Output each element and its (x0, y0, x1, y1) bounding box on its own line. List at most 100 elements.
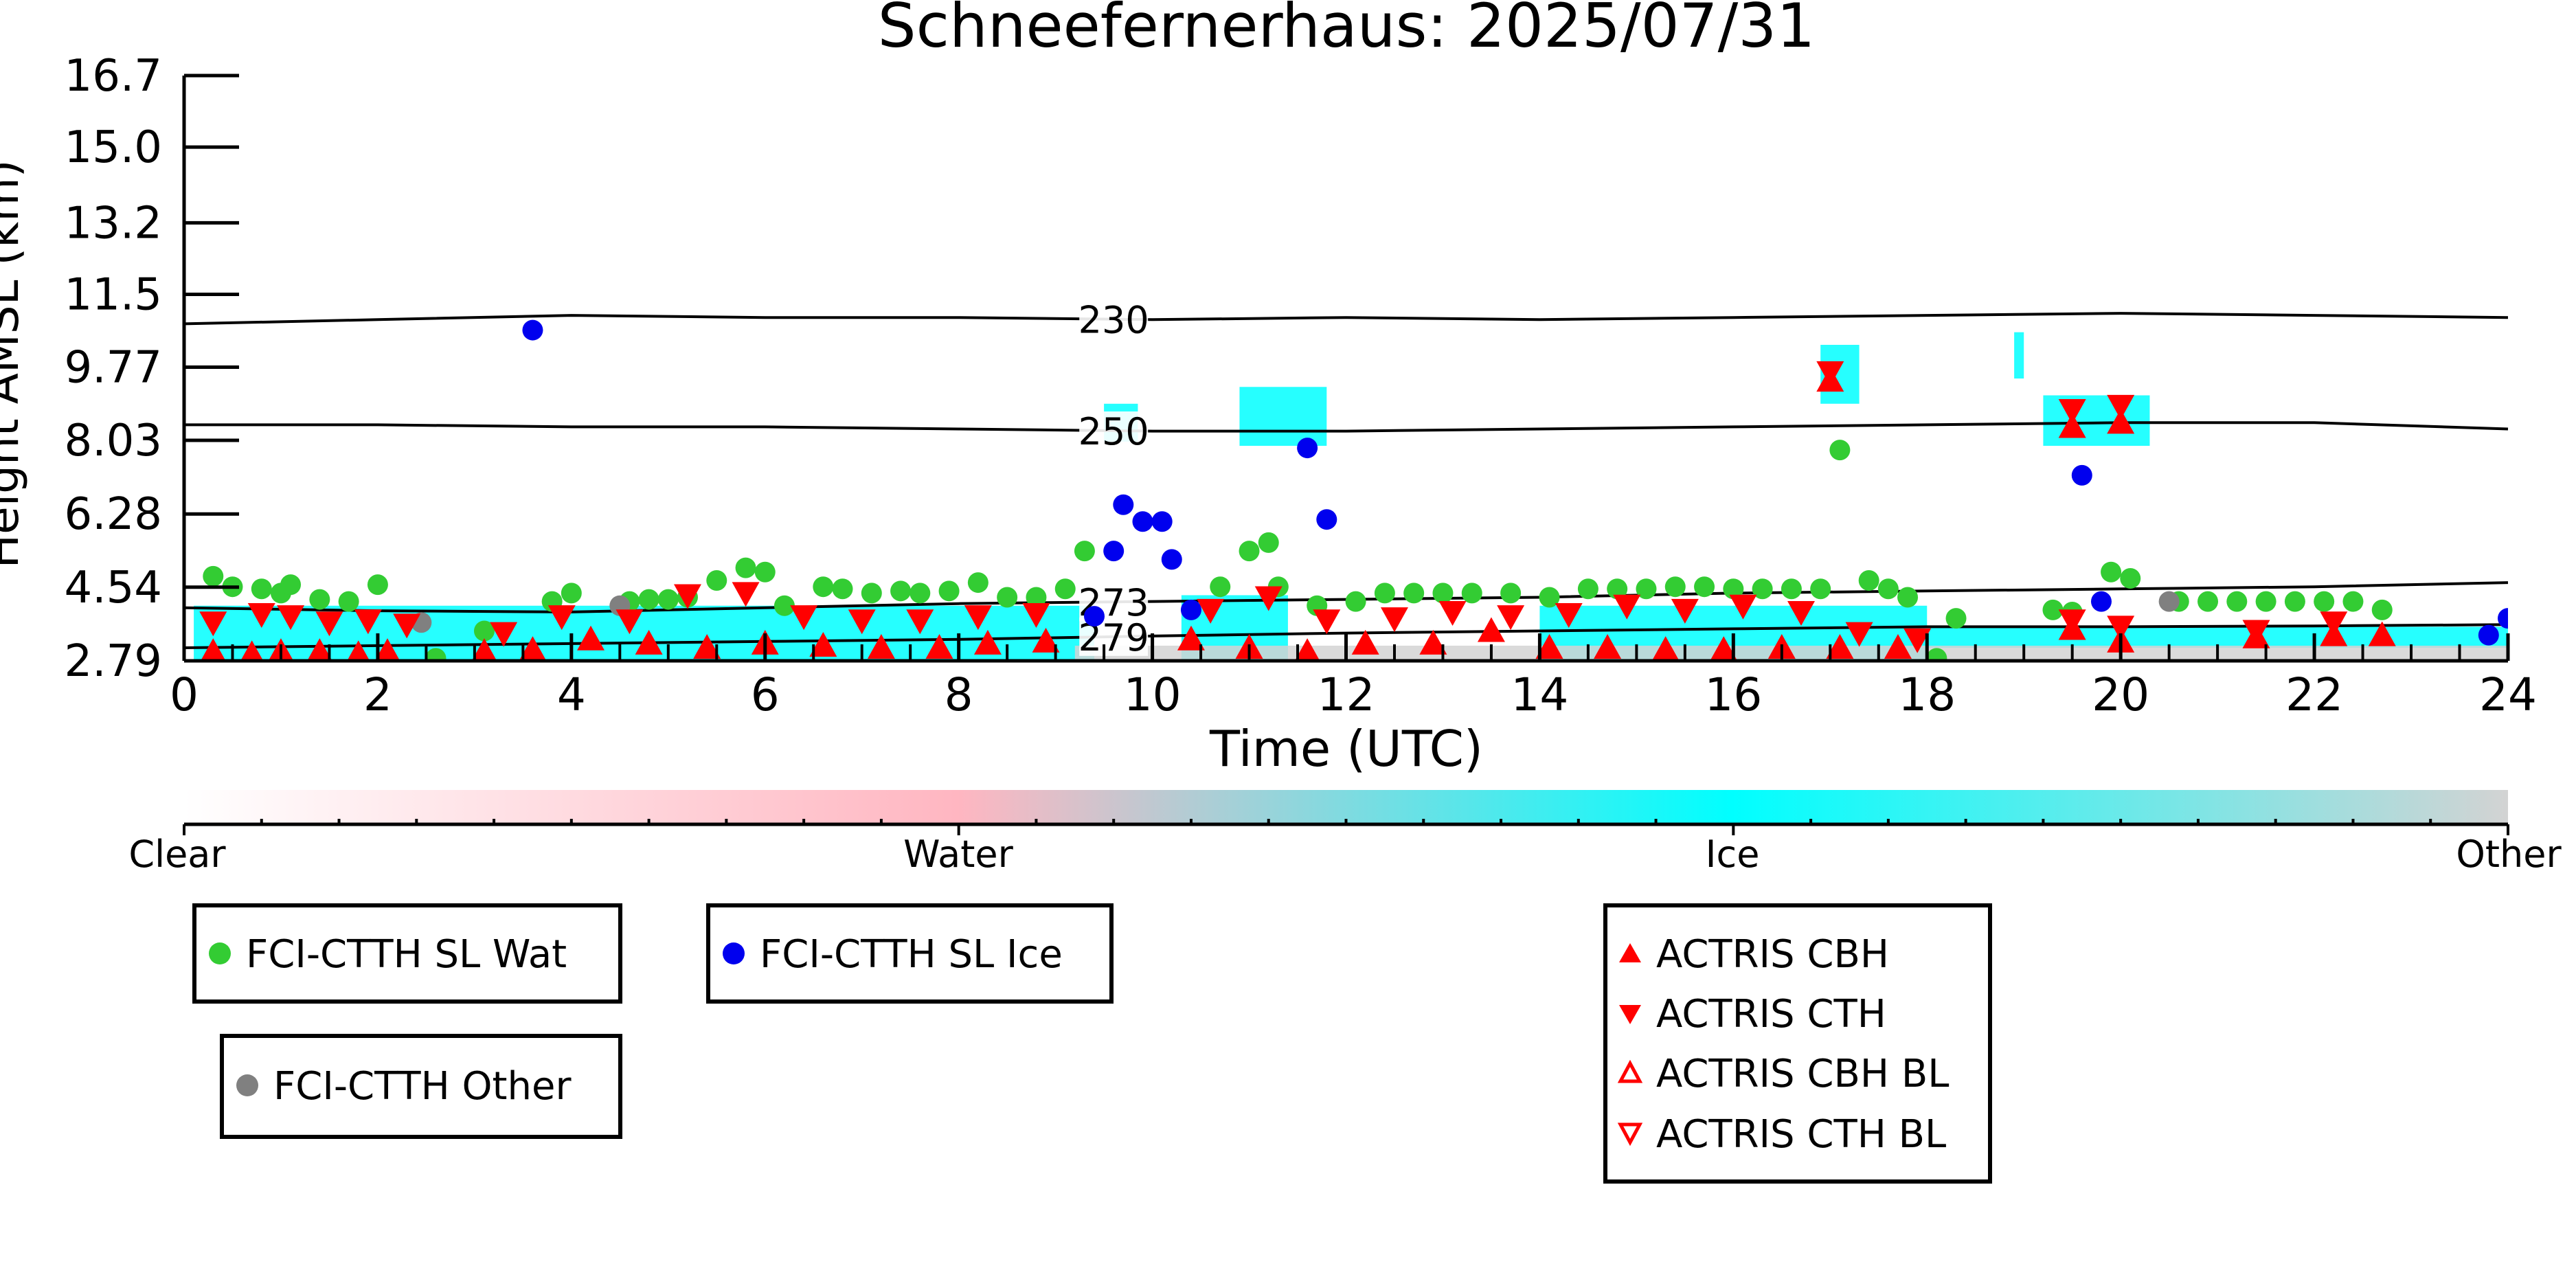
marker-actris-cbh (1826, 634, 1854, 659)
marker-fci-ctth-sl-wat (1664, 576, 1686, 598)
marker-actris-cbh (1710, 636, 1738, 661)
chart-title: Schneefernerhaus: 2025/07/31 (878, 0, 1816, 61)
x-tick-label: 20 (2092, 668, 2149, 721)
marker-actris-cbh (577, 625, 605, 651)
marker-fci-ctth-sl-wat (1239, 541, 1260, 562)
marker-fci-ctth-sl-wat (909, 583, 931, 604)
marker-fci-ctth-sl-wat (2314, 591, 2335, 612)
marker-fci-ctth-sl-wat (1461, 583, 1482, 604)
x-tick-label: 6 (751, 668, 780, 721)
x-axis-label: Time (UTC) (1209, 720, 1483, 778)
x-tick-label: 24 (2479, 668, 2537, 721)
marker-actris-cbh (1594, 634, 1622, 659)
marker-fci-ctth-sl-wat (2101, 561, 2122, 583)
legend-marker-ice (723, 942, 745, 964)
marker-actris-cbh (1651, 636, 1680, 661)
x-tick-label: 14 (1511, 668, 1568, 721)
contour-line-250 (184, 421, 2509, 433)
marker-actris-cth (1254, 586, 1283, 611)
marker-fci-ctth-sl-wat (1374, 583, 1395, 604)
marker-actris-cth (247, 603, 275, 629)
marker-fci-ctth-sl-ice (1297, 438, 1318, 459)
marker-actris-cth (1613, 594, 1641, 620)
marker-fci-ctth-sl-wat (938, 580, 960, 602)
contour-line-230 (183, 312, 2509, 326)
marker-actris-cth (1845, 622, 1873, 647)
marker-fci-ctth-sl-wat (1500, 583, 1522, 604)
marker-actris-cth (1197, 598, 1225, 624)
marker-fci-ctth-sl-wat (967, 572, 988, 594)
axes: 0 2 4 6 8 10 12 14 16 18 20 22 242.794.546.288.039.7… (65, 51, 2537, 721)
marker-actris-cbh (1477, 617, 1505, 642)
marker-fci-ctth-sl-ice (1113, 494, 1134, 515)
marker-fci-ctth-sl-wat (1694, 576, 1715, 598)
marker-fci-ctth-sl-wat (1781, 578, 1802, 600)
marker-fci-ctth-sl-ice (1180, 599, 1201, 620)
marker-actris-cbh (240, 640, 264, 661)
marker-actris-cbh (1177, 625, 1205, 651)
marker-actris-cth (315, 611, 343, 637)
marker-actris-cth (393, 613, 421, 639)
contour-label-230: 230 (1078, 299, 1149, 342)
marker-actris-cbh (374, 638, 400, 661)
colorbar-ticks (183, 819, 2509, 835)
marker-fci-ctth-sl-ice (1084, 606, 1105, 627)
marker-fci-ctth-sl-wat (473, 620, 495, 642)
legend-label-wat: FCI-CTTH SL Wat (246, 932, 567, 977)
marker-actris-cth (1671, 598, 1699, 624)
marker-actris-cbh (2368, 621, 2396, 646)
legend-label-cbh: ACTRIS CBH (1656, 932, 1889, 977)
marker-fci-ctth-sl-wat (367, 574, 388, 596)
marker-actris-cth (1380, 607, 1408, 633)
marker-fci-ctth-sl-wat (1829, 440, 1851, 461)
marker-fci-ctth-sl-wat (1539, 587, 1560, 608)
legend-box-other: FCI-CTTH Other (220, 1034, 622, 1139)
marker-actris-cth (2107, 394, 2135, 420)
class-region-ice (2014, 332, 2024, 379)
marker-fci-ctth-sl-wat (251, 578, 272, 600)
contour-label-250: 250 (1078, 410, 1149, 453)
marker-fci-ctth-sl-wat (280, 574, 302, 596)
legend-box-wat: FCI-CTTH SL Wat (192, 903, 622, 1004)
marker-fci-ctth-sl-wat (1752, 578, 1773, 600)
marker-actris-cbh (347, 640, 370, 661)
marker-fci-ctth-sl-wat (1210, 576, 1231, 598)
contour-label-bg (1079, 411, 1149, 450)
marker-fci-ctth-sl-ice (2071, 464, 2092, 486)
legend-marker-wat (209, 942, 231, 964)
marker-fci-ctth-sl-wat (2226, 591, 2248, 612)
marker-actris-cbh (867, 634, 895, 659)
marker-fci-ctth-sl-wat (735, 557, 756, 578)
marker-fci-ctth-sl-wat (890, 580, 912, 602)
classification-colorbar: Clear Water Ice Other (128, 790, 2562, 876)
legend-marker-cth-bl (1617, 1122, 1643, 1146)
marker-actris-cbh (1294, 638, 1320, 661)
x-tick-label: 0 (170, 668, 199, 721)
marker-fci-ctth-sl-wat (813, 576, 834, 598)
marker-fci-ctth-sl-wat (1858, 570, 1879, 591)
marker-actris-cth (906, 609, 934, 635)
y-tick-label: 2.79 (65, 636, 163, 687)
marker-fci-ctth-sl-wat (425, 648, 447, 661)
marker-fci-ctth-sl-wat (1258, 532, 1279, 553)
marker-fci-ctth-sl-wat (1877, 578, 1899, 600)
colorbar-label-ice: Ice (1706, 833, 1760, 876)
marker-actris-cth (490, 622, 518, 647)
legend-label-cbh-bl: ACTRIS CBH BL (1656, 1052, 1949, 1096)
legend-box-ice: FCI-CTTH SL Ice (706, 903, 1114, 1004)
y-tick-label: 15.0 (65, 122, 163, 173)
legend-marker-cbh-bl (1617, 1059, 1643, 1083)
marker-actris-cth (1787, 600, 1816, 626)
marker-actris-cbh (201, 638, 226, 661)
marker-fci-ctth-sl-ice (1161, 549, 1182, 570)
marker-actris-cbh (925, 634, 953, 659)
marker-fci-ctth-sl-wat (638, 589, 659, 610)
legend-marker-other (236, 1074, 258, 1096)
marker-fci-ctth-sl-wat (754, 561, 776, 583)
marker-fci-ctth-sl-wat (1577, 578, 1598, 600)
marker-actris-cbh (1032, 627, 1060, 653)
marker-actris-cth (277, 605, 305, 631)
marker-actris-cbh (1351, 629, 1379, 655)
